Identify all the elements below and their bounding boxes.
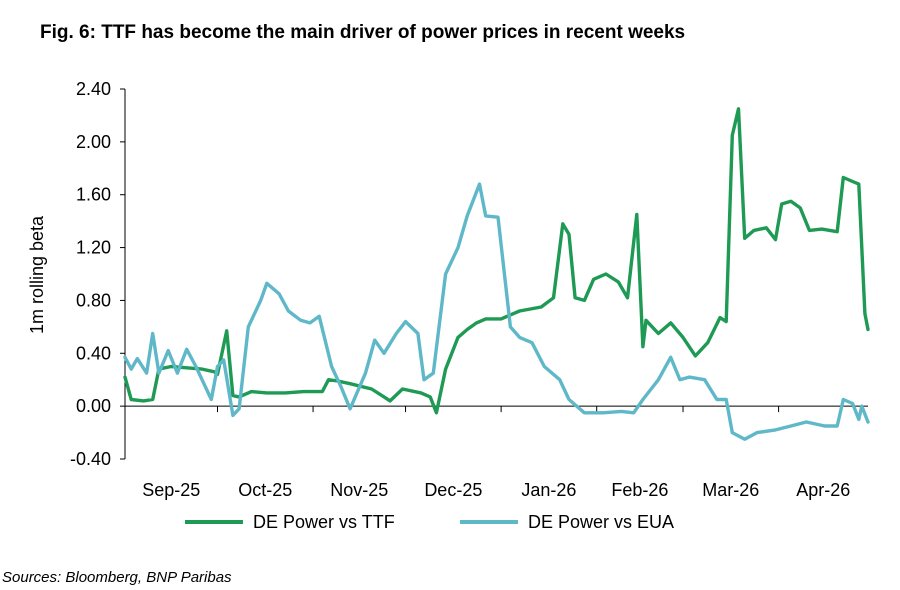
y-tick-label: 0.00 xyxy=(76,396,111,416)
axes: -0.40 0.00 0.40 0.80 1.20 1.60 2.00 2.40 Sep-25 O… xyxy=(70,79,868,500)
y-tick-label: -0.40 xyxy=(70,449,111,469)
series-line-ttf xyxy=(123,107,870,415)
x-tick-label: Nov-25 xyxy=(330,480,388,500)
y-tick-label: 0.40 xyxy=(76,343,111,363)
y-tick-label: 0.80 xyxy=(76,290,111,310)
chart-title: Fig. 6: TTF has become the main driver o… xyxy=(40,22,686,43)
x-tick-label: Apr-26 xyxy=(796,480,850,500)
plot-lines xyxy=(123,107,870,441)
x-tick-label: Oct-25 xyxy=(238,480,292,500)
series-line-eua xyxy=(123,182,870,441)
x-tick-label: Dec-25 xyxy=(424,480,482,500)
x-tick-label: Jan-26 xyxy=(521,480,576,500)
y-axis-label: 1m rolling beta xyxy=(27,215,47,334)
legend-label: DE Power vs TTF xyxy=(253,512,395,532)
legend-label: DE Power vs EUA xyxy=(528,512,674,532)
line-chart: 1m rolling beta -0.40 0.00 0.40 0.80 1.20 1.6… xyxy=(27,79,870,532)
x-tick-label: Sep-25 xyxy=(142,480,200,500)
y-tick-label: 2.40 xyxy=(76,79,111,99)
y-tick-label: 1.60 xyxy=(76,185,111,205)
x-tick-label: Feb-26 xyxy=(611,480,668,500)
y-tick-label: 2.00 xyxy=(76,132,111,152)
y-tick-label: 1.20 xyxy=(76,238,111,258)
legend: DE Power vs TTF DE Power vs EUA xyxy=(185,512,674,532)
source-note: Sources: Bloomberg, BNP Paribas xyxy=(2,569,232,586)
x-tick-label: Mar-26 xyxy=(702,480,759,500)
